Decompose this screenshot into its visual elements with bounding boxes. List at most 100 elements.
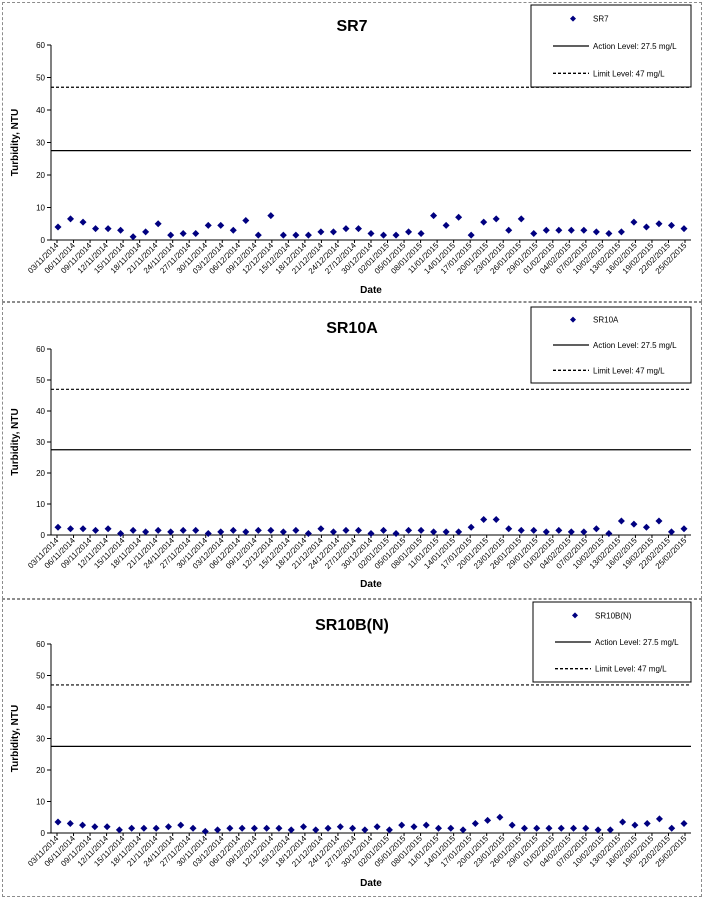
data-point [430,528,438,536]
data-point [557,824,565,832]
data-point [471,820,479,828]
data-point [570,824,578,832]
y-axis-label: Turbidity, NTU [10,408,21,475]
data-point [177,821,185,829]
y-tick-label: 30 [36,735,45,744]
data-point [329,528,337,536]
y-tick-label: 20 [36,469,45,478]
data-point [354,526,362,534]
data-point [242,217,250,224]
data-point [263,824,271,832]
data-point [342,526,350,534]
data-point [442,528,450,536]
y-tick-label: 0 [41,531,46,540]
data-point [267,526,275,534]
data-point [496,813,504,821]
chart-panel-sr10b-n: SR10B(N) 0 10 20 30 40 50 60 03/11/2014 06/11/201… [2,599,702,897]
data-point [405,526,413,534]
data-point [66,820,74,828]
data-point [164,823,172,831]
y-tick-label: 10 [36,204,45,213]
chart-title: SR10A [326,320,378,337]
data-point [92,526,100,534]
data-point [405,228,413,236]
data-point [179,230,187,237]
data-point [67,525,75,533]
y-tick-label: 40 [36,106,45,115]
data-point [392,231,400,239]
chart-title: SR10B(N) [315,617,389,634]
y-tick-label: 20 [36,766,45,775]
data-point [336,823,344,831]
data-point [129,233,137,241]
data-point [459,826,467,834]
data-point [238,824,246,832]
data-point [115,826,123,834]
y-tick-label: 10 [36,500,45,509]
y-tick-label: 0 [41,829,46,838]
y-tick-label: 0 [41,236,46,245]
data-point [580,528,588,536]
data-point [555,226,563,234]
data-point [517,526,525,534]
data-point [287,826,295,834]
y-tick-label: 40 [36,703,45,712]
legend-label: SR10A [593,316,619,325]
data-point [435,824,443,832]
data-point [385,826,393,834]
data-point [605,529,613,537]
data-point [520,824,528,832]
data-point [324,824,332,832]
data-point [217,221,225,229]
data-point [250,824,258,832]
legend-label: Limit Level: 47 mg/L [593,366,665,375]
legend-label: Action Level: 27.5 mg/L [593,42,677,51]
data-point [117,529,125,537]
data-point [367,230,375,237]
legend-label: Action Level: 27.5 mg/L [593,341,677,350]
data-point [642,223,650,231]
data-point [455,213,463,221]
data-point [492,516,500,523]
data-point [91,823,99,831]
data-point [142,528,150,536]
data-point [54,223,62,231]
data-point [79,218,87,226]
data-point [380,231,388,239]
data-point [367,529,375,537]
data-point [410,823,418,831]
data-point [152,824,160,832]
data-point [279,528,287,536]
data-point [655,815,663,823]
y-tick-label: 40 [36,407,45,416]
data-point [505,525,513,533]
data-point [517,215,525,223]
data-point [530,526,538,534]
data-point [592,525,600,533]
data-point [567,226,575,234]
data-point [204,529,212,537]
y-tick-label: 50 [36,376,45,385]
data-point [304,231,312,239]
data-point [508,821,516,829]
y-axis-label: Turbidity, NTU [10,705,21,772]
y-tick-label: 60 [36,345,45,354]
data-point [217,528,225,536]
data-point [79,525,87,533]
data-point [214,826,222,834]
data-point [167,528,175,536]
data-point [329,228,337,236]
y-axis-label: Turbidity, NTU [10,109,21,176]
legend-label: SR10B(N) [595,611,632,620]
data-point [417,230,425,237]
data-point [317,228,325,236]
legend-label: Action Level: 27.5 mg/L [595,638,679,647]
data-point [292,526,300,534]
data-point [267,212,275,220]
data-point [361,826,369,834]
data-point [655,220,663,228]
data-point [226,824,234,832]
data-point [229,526,237,534]
data-point [667,528,675,536]
data-point [103,823,111,831]
